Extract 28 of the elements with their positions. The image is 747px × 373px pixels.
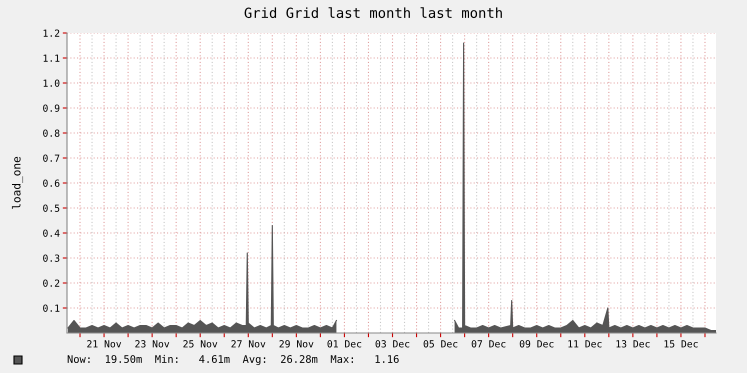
y-tick-label: 0.9 — [43, 104, 60, 112]
y-tick-label: 0.4 — [43, 230, 60, 237]
x-tick-label: 09 Dec — [520, 340, 554, 348]
y-tick-label: 0.7 — [43, 154, 60, 162]
x-tick-label: 23 Nov — [135, 340, 170, 348]
y-tick-label: 0.8 — [43, 130, 60, 137]
x-tick-label: 05 Dec — [424, 340, 458, 348]
y-tick-label: 0.1 — [43, 304, 60, 312]
x-tick-label: 21 Nov — [87, 340, 122, 348]
x-tick-label: 27 Nov — [231, 340, 266, 348]
x-tick-label: 07 Dec — [472, 340, 506, 348]
chart-title: Grid Grid last month last month — [244, 7, 502, 18]
y-tick-label: 1.1 — [44, 54, 60, 62]
y-tick-label: 0.3 — [43, 254, 60, 262]
x-tick-label: 01 Dec — [328, 340, 362, 348]
text: Now: 19.50m Min: 4.61m Avg: 26.28m Max: 1.16 — [68, 354, 399, 366]
y-tick-label: 1.0 — [44, 80, 60, 87]
y-axis-title: load_one — [12, 156, 24, 209]
x-tick-label: 25 Nov — [183, 340, 218, 348]
y-tick-label: 0.5 — [43, 204, 60, 212]
x-tick-label: 13 Dec — [616, 340, 650, 348]
x-tick-label: 15 Dec — [664, 340, 698, 348]
y-tick-label: 0.6 — [43, 180, 60, 187]
x-tick-label: 11 Dec — [568, 340, 602, 348]
x-tick-label: 29 Nov — [280, 340, 314, 348]
y-tick-label: 1.2 — [44, 30, 60, 37]
y-tick-label: 0.2 — [43, 280, 60, 287]
x-tick-label: 03 Dec — [376, 340, 410, 348]
